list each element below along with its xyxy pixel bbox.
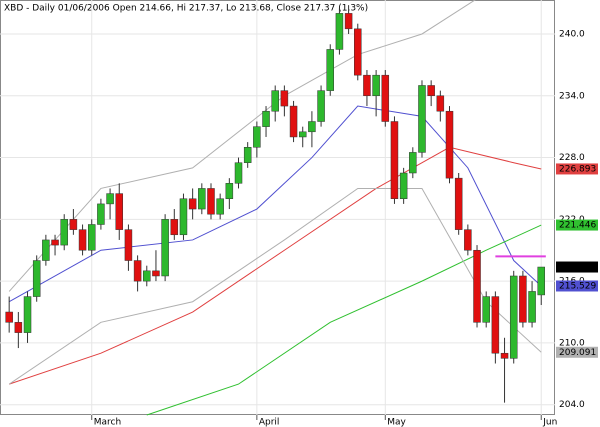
- candle-body: [225, 183, 234, 199]
- value-box: [556, 346, 598, 358]
- indicator-line: [8, 105, 542, 303]
- x-tick-label: April: [259, 418, 280, 427]
- candle-body: [106, 193, 114, 205]
- indicator-line: [9, 146, 542, 385]
- candle-body: [509, 275, 518, 359]
- candle-body: [243, 147, 252, 163]
- y-tick-label: 228.0: [559, 153, 585, 163]
- candle-body: [170, 219, 179, 236]
- candle-body: [51, 239, 59, 246]
- candle-body: [519, 275, 527, 323]
- candle-body: [23, 296, 32, 333]
- candle-body: [32, 260, 41, 297]
- candle-body: [216, 198, 224, 215]
- candle-body: [344, 13, 353, 30]
- candle-body: [409, 152, 417, 174]
- value-box-label: 215.529: [559, 281, 596, 291]
- candle-body: [69, 219, 78, 230]
- candle-body: [14, 322, 23, 333]
- y-tick-label: 204.0: [559, 400, 585, 410]
- candle-body: [427, 85, 435, 97]
- candle-body: [198, 188, 206, 210]
- candle-body: [473, 249, 481, 323]
- candle-body: [399, 172, 408, 199]
- candle-body: [115, 193, 124, 230]
- candle-body: [372, 74, 380, 97]
- candle-body: [445, 110, 454, 179]
- candle-body: [253, 126, 261, 148]
- x-tick-label: May: [387, 418, 406, 427]
- y-tick-label: 240.0: [559, 29, 585, 39]
- candle-body: [271, 90, 279, 112]
- y-tick-label: 210.0: [559, 338, 585, 348]
- candle-body: [133, 260, 142, 282]
- candle-body: [87, 224, 96, 251]
- value-box-label: 226.893: [559, 164, 596, 174]
- candle-body: [207, 188, 215, 215]
- candle-body: [354, 28, 362, 76]
- value-box-label: 221.446: [559, 221, 596, 231]
- candle-body: [317, 90, 325, 122]
- candle-body: [363, 74, 371, 97]
- candle-body: [482, 296, 490, 323]
- candle-body: [381, 74, 390, 122]
- candle-body: [335, 13, 344, 50]
- candle-body: [537, 266, 545, 296]
- candle-body: [280, 90, 289, 107]
- value-box-label: 217.37: [559, 263, 591, 273]
- candle-body: [464, 229, 472, 251]
- candle-body: [60, 219, 68, 246]
- y-tick-label: 234.0: [559, 91, 585, 101]
- candle-body: [42, 239, 50, 261]
- candle-body: [454, 177, 463, 230]
- candle-body: [161, 219, 169, 277]
- candle-body: [326, 49, 334, 91]
- candle-body: [234, 162, 243, 184]
- candle-body: [500, 352, 509, 359]
- candle-body: [78, 229, 87, 251]
- candle-body: [390, 121, 399, 199]
- candle-body: [262, 110, 270, 127]
- value-box: [556, 163, 598, 175]
- candle-body: [152, 270, 160, 277]
- candle-body: [188, 198, 197, 210]
- candle-body: [5, 311, 13, 323]
- value-box-label: 209.091: [559, 348, 596, 358]
- candle-body: [298, 131, 307, 138]
- candle-body: [143, 270, 151, 282]
- value-box: [556, 280, 598, 292]
- indicator-line: [8, 0, 476, 292]
- indicator-line: [146, 224, 542, 416]
- x-tick-label: Jun: [542, 418, 557, 427]
- candle-body: [528, 291, 536, 323]
- candle-body: [418, 85, 426, 153]
- chart-title: XBD - Daily 01/06/2006 Open 214.66, Hi 2…: [4, 4, 368, 14]
- candle-body: [436, 95, 445, 112]
- candle-body: [491, 296, 500, 354]
- value-box: [556, 219, 598, 231]
- candle-body: [124, 229, 133, 261]
- candle-body: [308, 121, 316, 133]
- candle-body: [289, 105, 298, 138]
- candle-body: [97, 203, 105, 225]
- x-tick-label: March: [94, 418, 121, 427]
- value-box: [556, 261, 598, 273]
- candle-body: [179, 198, 188, 236]
